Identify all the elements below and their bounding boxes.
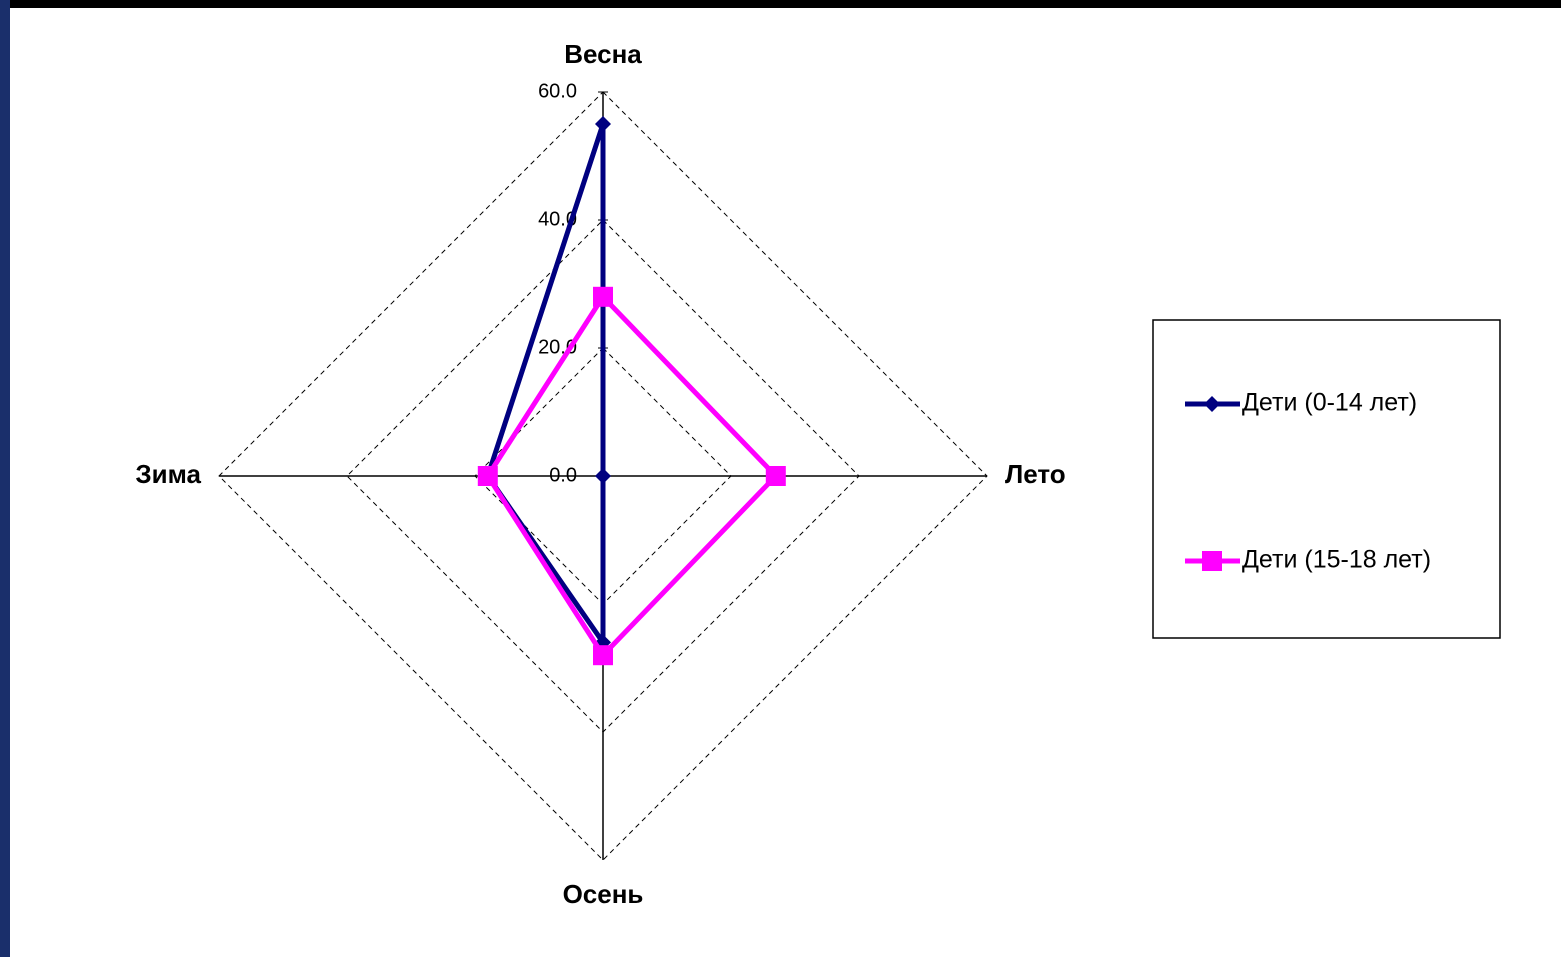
- marker: [593, 286, 613, 307]
- marker: [593, 645, 613, 666]
- marker: [1204, 396, 1220, 412]
- legend-label: Дети (0-14 лет): [1242, 389, 1417, 417]
- category-label: Весна: [564, 39, 642, 69]
- y-tick-label: 60.0: [538, 80, 577, 102]
- marker: [477, 466, 498, 486]
- marker: [595, 116, 611, 132]
- legend-box: [1152, 319, 1501, 639]
- category-label: Осень: [563, 879, 644, 909]
- category-label: Зима: [135, 459, 201, 489]
- grid-line: [218, 91, 988, 861]
- marker: [595, 468, 611, 484]
- legend-label: Дети (15-18 лет): [1242, 546, 1431, 574]
- y-tick-label: 40.0: [538, 208, 577, 230]
- category-label: Лето: [1005, 459, 1066, 489]
- marker: [1202, 551, 1222, 571]
- side-strip: [0, 0, 10, 957]
- marker: [765, 466, 786, 486]
